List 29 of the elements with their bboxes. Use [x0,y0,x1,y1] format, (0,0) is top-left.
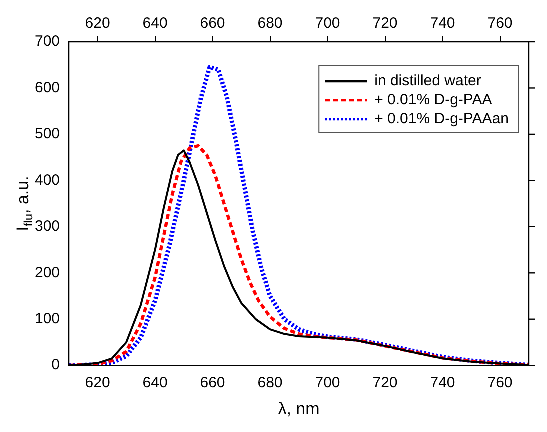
x-tick-label: 640 [142,374,168,392]
y-tick-label: 400 [34,172,60,189]
x2-tick-label: 700 [315,15,340,32]
y-axis-title: Iflu, a.u. [14,176,36,232]
y-tick-label: 200 [34,264,60,282]
y-tick-label: 100 [34,310,60,328]
y-tick-label: 700 [34,33,60,50]
x-tick-label: 660 [200,374,226,392]
x2-tick-label: 640 [142,15,168,32]
y-tick-label: 0 [52,356,60,374]
x2-tick-label: 620 [85,15,110,32]
x-tick-label: 760 [488,374,513,392]
x2-tick-label: 760 [488,15,513,32]
legend-label: + 0.01% D-g-PAAan [374,110,510,128]
x2-tick-label: 720 [372,15,398,32]
y-tick-label: 600 [34,79,60,96]
x-tick-label: 720 [372,374,398,392]
x-tick-label: 700 [315,374,340,392]
x2-tick-label: 740 [430,15,456,32]
x-tick-label: 740 [430,374,456,392]
legend-label: in distilled water [374,72,482,90]
x2-tick-label: 680 [258,15,283,32]
x-tick-label: 620 [85,374,110,392]
legend-label: + 0.01% D-g-PAA [374,92,492,109]
y-tick-label: 500 [34,126,60,143]
x-axis-title: λ, nm [278,399,320,418]
x2-tick-label: 660 [200,15,226,32]
y-tick-label: 300 [34,218,60,236]
x-tick-label: 680 [258,374,283,392]
